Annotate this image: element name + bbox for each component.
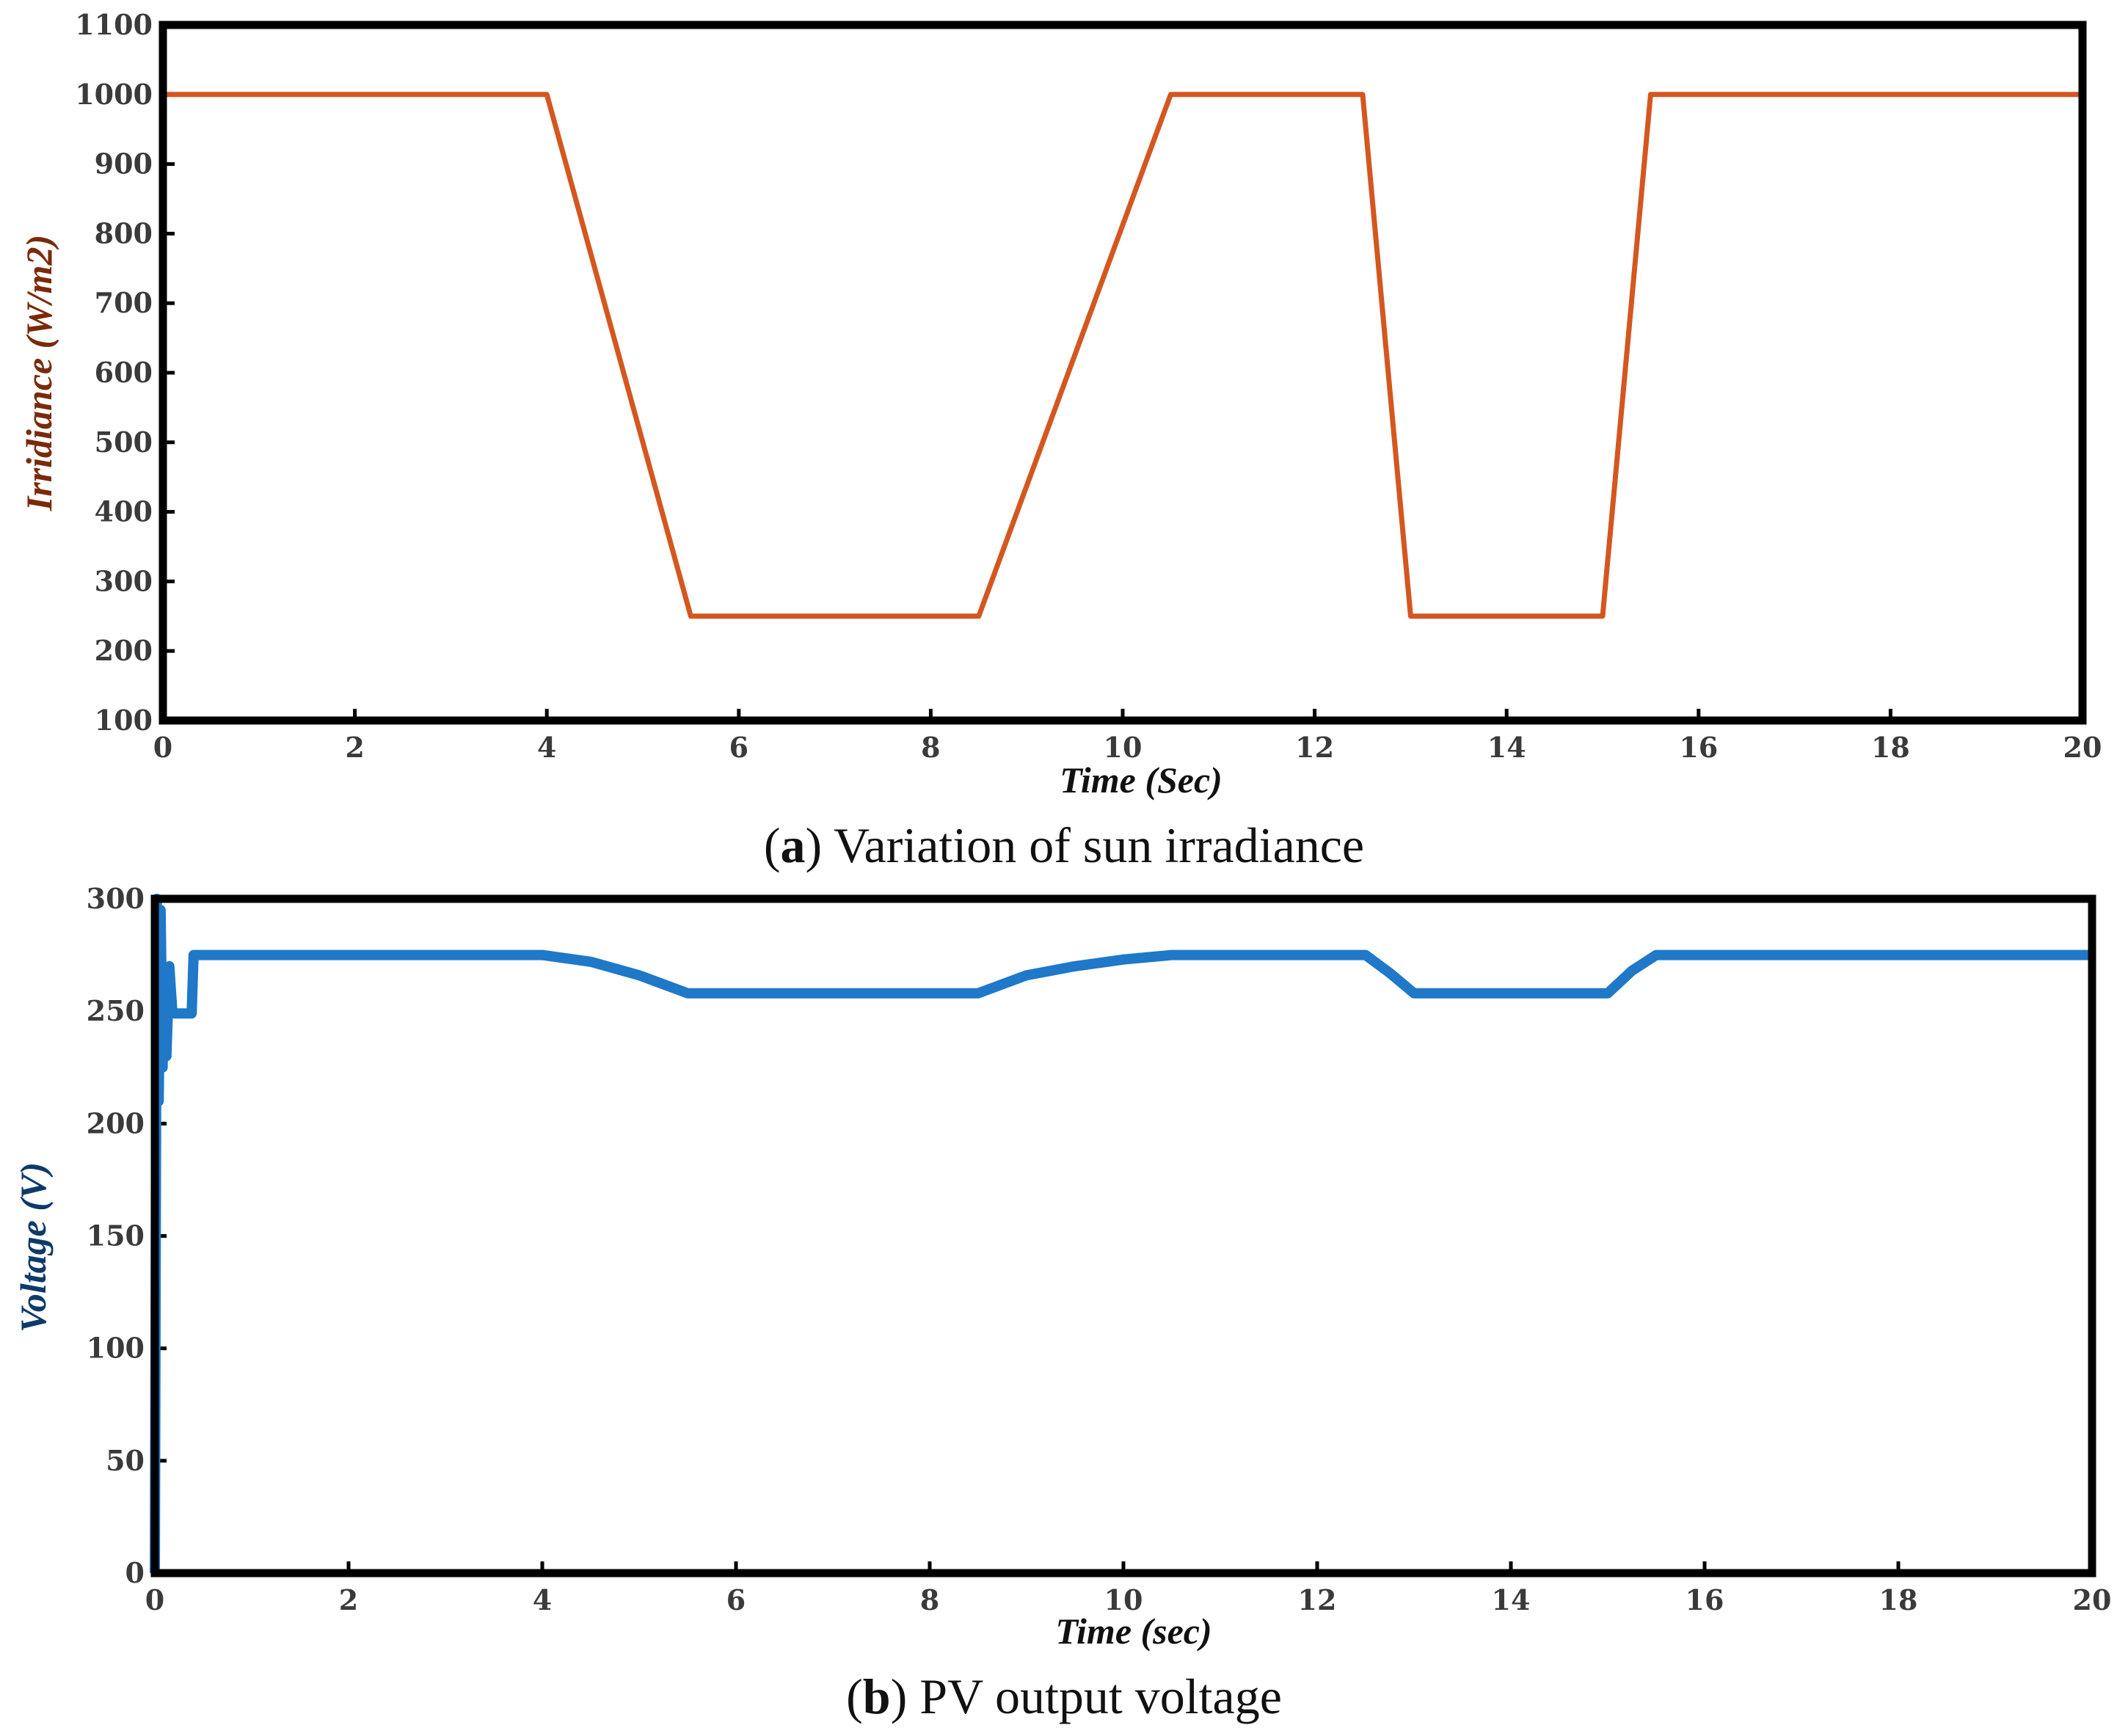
x-tick-label: 8 xyxy=(920,1583,939,1616)
x-tick-label: 6 xyxy=(729,731,748,764)
y-tick-label: 600 xyxy=(95,356,153,389)
x-tick-label: 18 xyxy=(1871,731,1910,764)
y-tick-label: 800 xyxy=(95,216,153,249)
y-tick-label: 250 xyxy=(87,994,145,1027)
x-tick-label: 10 xyxy=(1104,731,1143,764)
plot-frame xyxy=(150,894,2096,1578)
x-tick-label: 12 xyxy=(1298,1583,1337,1616)
x-axis-ticks: 0 2 4 6 8 10 12 14 16 18 20 xyxy=(145,1561,2112,1616)
y-tick-label: 50 xyxy=(106,1444,145,1477)
x-axis-title: Time (Sec) xyxy=(1060,759,1223,800)
irradiance-chart: 100 200 300 400 500 600 700 800 900 1000 1100 0 2 4 6… xyxy=(18,8,2102,873)
x-tick-label: 20 xyxy=(2063,731,2102,764)
x-tick-label: 2 xyxy=(345,731,364,764)
x-tick-label: 14 xyxy=(1487,731,1526,764)
x-tick-label: 0 xyxy=(145,1583,164,1616)
x-tick-label: 4 xyxy=(533,1583,552,1616)
y-tick-label: 0 xyxy=(125,1556,145,1589)
x-tick-label: 14 xyxy=(1492,1583,1531,1616)
y-tick-label: 100 xyxy=(87,1332,145,1365)
y-tick-label: 700 xyxy=(95,286,153,319)
y-tick-label: 1100 xyxy=(75,8,153,41)
x-tick-label: 4 xyxy=(537,731,556,764)
x-tick-label: 12 xyxy=(1295,731,1334,764)
y-tick-label: 400 xyxy=(95,495,153,528)
y-tick-label: 200 xyxy=(95,634,153,667)
y-tick-label: 500 xyxy=(95,426,153,459)
panel-caption: (b) PV output voltage xyxy=(846,1668,1282,1724)
y-axis-title: Voltage (V) xyxy=(12,1162,54,1332)
panel-caption: (a) Variation of sun irradiance xyxy=(764,817,1364,873)
series-line xyxy=(150,894,2092,1574)
x-axis-ticks: 0 2 4 6 8 10 12 14 16 18 20 xyxy=(153,709,2102,764)
y-tick-label: 300 xyxy=(87,882,145,915)
caption-text: Variation of sun irradiance xyxy=(834,817,1364,873)
x-tick-label: 2 xyxy=(339,1583,358,1616)
caption-text: PV output voltage xyxy=(919,1668,1282,1724)
x-tick-label: 8 xyxy=(921,731,940,764)
y-tick-label: 300 xyxy=(95,564,153,597)
x-axis-title: Time (sec) xyxy=(1055,1611,1211,1652)
y-axis-title: Irridiance (W/m2) xyxy=(18,235,59,511)
x-tick-label: 16 xyxy=(1679,731,1718,764)
y-tick-label: 900 xyxy=(95,147,153,180)
series-line xyxy=(163,92,2083,619)
x-tick-label: 10 xyxy=(1104,1583,1143,1616)
voltage-chart: 0 50 100 150 200 250 300 0 2 4 6 8 10 12 14 16 18 20 Vol… xyxy=(12,882,2111,1724)
x-tick-label: 18 xyxy=(1879,1583,1918,1616)
y-tick-label: 1000 xyxy=(75,78,153,111)
plot-series xyxy=(163,92,2083,619)
y-tick-label: 150 xyxy=(87,1219,145,1252)
x-tick-label: 6 xyxy=(726,1583,746,1616)
caption-letter: a xyxy=(781,817,806,873)
y-axis-ticks: 100 200 300 400 500 600 700 800 900 1000 1100 xyxy=(75,8,175,737)
x-tick-label: 0 xyxy=(153,731,172,764)
y-tick-label: 100 xyxy=(95,704,153,737)
plot-series xyxy=(150,894,2092,1574)
x-tick-label: 20 xyxy=(2073,1583,2112,1616)
y-tick-label: 200 xyxy=(87,1106,145,1139)
x-tick-label: 16 xyxy=(1686,1583,1724,1616)
plot-frame xyxy=(158,21,2087,725)
caption-letter: b xyxy=(863,1668,891,1724)
